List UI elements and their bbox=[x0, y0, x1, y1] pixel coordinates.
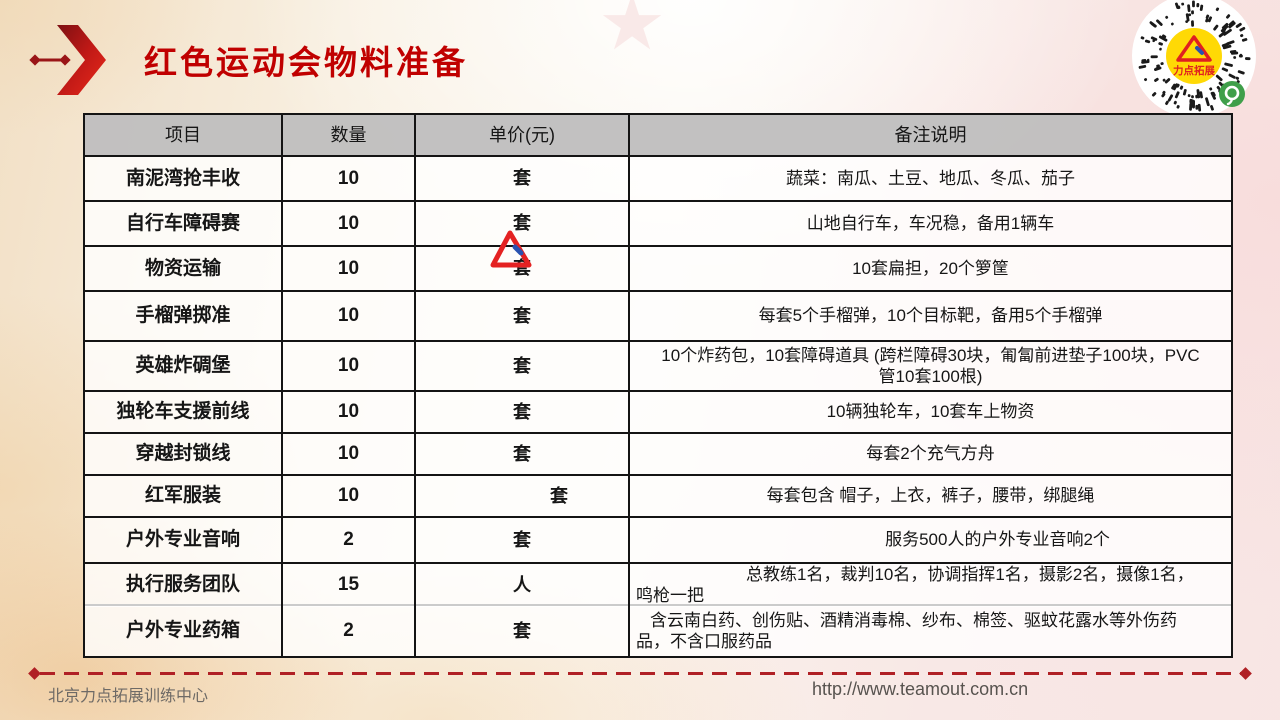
column-header-unit-price: 单价(元) bbox=[416, 115, 630, 155]
materials-table: 项目 数量 单价(元) 备注说明 南泥湾抢丰收 10 套蔬菜：南瓜、土豆、地瓜、冬瓜… bbox=[83, 113, 1233, 658]
qty-cell: 10 bbox=[283, 434, 416, 474]
column-header-item: 项目 bbox=[85, 115, 283, 155]
item-cell: 手榴弹掷准 bbox=[85, 292, 283, 340]
column-header-qty: 数量 bbox=[283, 115, 416, 155]
item-cell: 红军服装 bbox=[85, 476, 283, 516]
item-cell: 自行车障碍赛 bbox=[85, 202, 283, 245]
qr-logo-background bbox=[1166, 28, 1222, 84]
unit-cell: 套 bbox=[416, 434, 630, 474]
logo-watermark-icon bbox=[490, 230, 532, 268]
qty-cell: 15 bbox=[283, 564, 416, 607]
note-cell: 每套2个充气方舟 bbox=[630, 434, 1231, 474]
table-row: 物资运输 10 套 10套扁担，20个箩筐 bbox=[85, 247, 1231, 292]
note-cell: 蔬菜：南瓜、土豆、地瓜、冬瓜、茄子 bbox=[630, 157, 1231, 200]
item-cell: 户外专业药箱 bbox=[85, 606, 283, 656]
unit-cell: 套 bbox=[416, 292, 630, 340]
item-cell: 穿越封锁线 bbox=[85, 434, 283, 474]
unit-cell: 套 bbox=[416, 518, 630, 562]
qty-cell: 10 bbox=[283, 202, 416, 245]
note-cell: 山地自行车，车况稳，备用1辆车 bbox=[630, 202, 1231, 245]
qty-cell: 10 bbox=[283, 292, 416, 340]
table-row: 户外专业音响 2 套服务500人的户外专业音响2个 bbox=[85, 518, 1231, 564]
qty-cell: 10 bbox=[283, 157, 416, 200]
item-cell: 执行服务团队 bbox=[85, 564, 283, 607]
note-cell: 服务500人的户外专业音响2个 bbox=[630, 518, 1231, 562]
item-cell: 户外专业音响 bbox=[85, 518, 283, 562]
note-cell: 每套5个手榴弹，10个目标靶，备用5个手榴弹 bbox=[630, 292, 1231, 340]
note-cell: 10辆独轮车，10套车上物资 bbox=[630, 392, 1231, 432]
note-cell: 10个炸药包，10套障碍道具 (跨栏障碍30块，匍匐前进垫子100块，PVC 管… bbox=[630, 342, 1231, 390]
star-watermark-icon: ★ bbox=[598, 0, 667, 66]
table-row: 红军服装 10 套每套包含 帽子，上衣，裤子，腰带，绑腿绳 bbox=[85, 476, 1231, 518]
table-header-row: 项目 数量 单价(元) 备注说明 bbox=[85, 115, 1231, 157]
note-cell: 总教练1名，裁判10名，协调指挥1名，摄影2名，摄像1名， 鸣枪一把 bbox=[630, 564, 1231, 607]
unit-cell: 人 bbox=[416, 564, 630, 607]
qr-logo-text: 力点拓展 bbox=[1173, 64, 1215, 77]
table-row: 自行车障碍赛 10 套山地自行车，车况稳，备用1辆车 bbox=[85, 202, 1231, 247]
qr-code: 力点拓展 bbox=[1132, 0, 1256, 118]
table-row: 穿越封锁线 10 套每套2个充气方舟 bbox=[85, 434, 1231, 476]
qty-cell: 2 bbox=[283, 518, 416, 562]
item-cell: 物资运输 bbox=[85, 247, 283, 290]
qr-badge-icon bbox=[1219, 81, 1245, 107]
qty-cell: 10 bbox=[283, 247, 416, 290]
qty-cell: 10 bbox=[283, 476, 416, 516]
unit-cell: 套 bbox=[416, 392, 630, 432]
unit-cell: 套 bbox=[416, 342, 630, 390]
qty-cell: 2 bbox=[283, 606, 416, 656]
table-row: 英雄炸碉堡 10 套 10个炸药包，10套障碍道具 (跨栏障碍30块，匍匐前进垫子10… bbox=[85, 342, 1231, 392]
table-row: 南泥湾抢丰收 10 套蔬菜：南瓜、土豆、地瓜、冬瓜、茄子 bbox=[85, 157, 1231, 202]
title-arrow-icon bbox=[29, 25, 106, 95]
footer-company: 北京力点拓展训练中心 bbox=[48, 688, 209, 705]
table-row: 执行服务团队 15 人总教练1名，裁判10名，协调指挥1名，摄影2名，摄像1名， 鸣… bbox=[85, 564, 1231, 607]
note-cell: 每套包含 帽子，上衣，裤子，腰带，绑腿绳 bbox=[630, 476, 1231, 516]
table-row: 手榴弹掷准 10 套每套5个手榴弹，10个目标靶，备用5个手榴弹 bbox=[85, 292, 1231, 342]
table-row: 独轮车 支援前线 10 套 10辆独轮车，10套车上物资 bbox=[85, 392, 1231, 434]
item-cell: 英雄炸碉堡 bbox=[85, 342, 283, 390]
unit-cell: 套 bbox=[416, 606, 630, 656]
note-cell: 10套扁担，20个箩筐 bbox=[630, 247, 1231, 290]
footer-divider bbox=[40, 672, 1242, 675]
unit-cell: 套 bbox=[416, 476, 630, 516]
qty-cell: 10 bbox=[283, 392, 416, 432]
qty-cell: 10 bbox=[283, 342, 416, 390]
qr-logo-triangle-icon bbox=[1176, 35, 1212, 62]
table-row: 户外专业药箱 2 套含云南白药、创伤贴、酒精消毒棉、纱布、棉签、驱蚊花露水等外伤药 … bbox=[85, 606, 1231, 656]
column-header-notes: 备注说明 bbox=[630, 115, 1231, 155]
page-title: 红色运动会物料准备 bbox=[144, 46, 468, 82]
footer-url[interactable]: http://www.teamout.com.cn bbox=[812, 679, 1029, 699]
unit-cell: 套 bbox=[416, 157, 630, 200]
item-cell: 独轮车 支援前线 bbox=[85, 392, 283, 432]
item-cell: 南泥湾抢丰收 bbox=[85, 157, 283, 200]
unit-cell: 套 bbox=[416, 202, 630, 245]
note-cell: 含云南白药、创伤贴、酒精消毒棉、纱布、棉签、驱蚊花露水等外伤药 品，不含口服药品 bbox=[630, 606, 1231, 656]
